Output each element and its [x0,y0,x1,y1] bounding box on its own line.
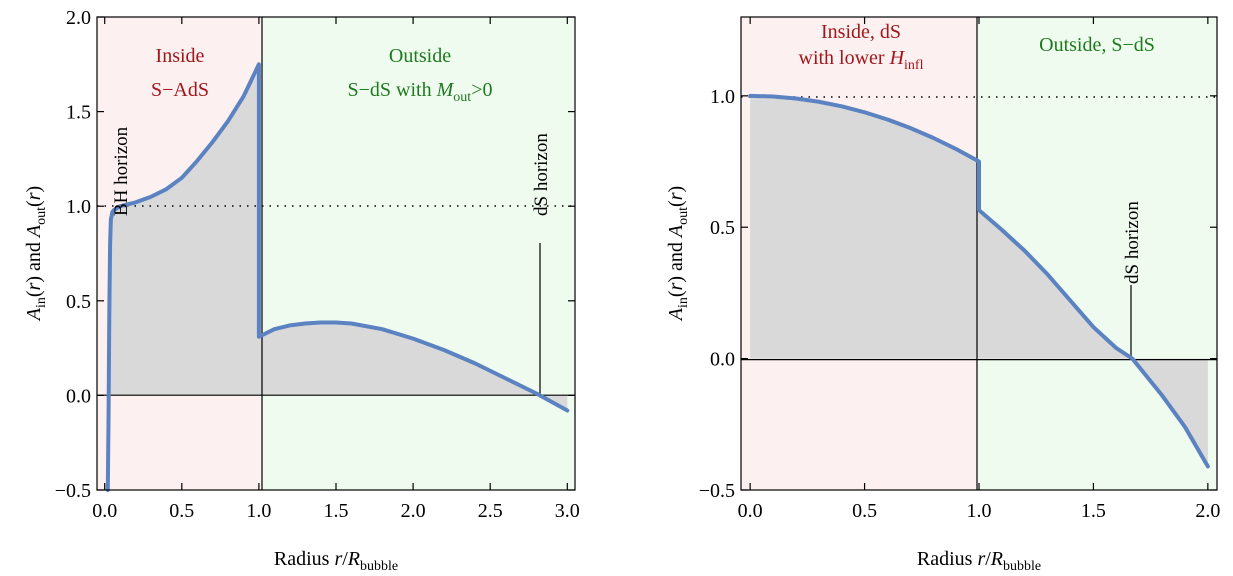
right-xtick-label-0: 0.0 [738,500,763,522]
left-ylabel-e2: ) [23,186,45,193]
left-ylabel-m1: ( [23,290,45,297]
left-xtick-label-0: 0.0 [92,500,117,522]
right-ylabel-r2: r [665,192,687,200]
left-outside-line2-var: M [436,79,455,101]
right-inside-line2-pre: with lower [799,47,890,69]
left-ylabel-r1: r [23,282,45,290]
left-outside-line2-post: >0 [471,79,492,101]
left-outside-label: Outside S−dS with Mout>0 [348,45,493,105]
left-x-axis-label: Radius r/Rbubble [274,548,398,574]
right-ylabel-a1: A [665,307,687,322]
right-panel: Inside, dS with lower Hinfl Outside, S−d… [665,16,1220,574]
left-fill-inside [107,64,259,491]
left-y-axis-label: Ain(r) and Aout(r) [23,186,49,322]
left-outside-line1: Outside [389,45,451,67]
right-xtick-label-4: 2.0 [1195,500,1220,522]
left-ytick-label-4: 1.5 [66,102,91,124]
left-outside-line2-pre: S−dS with [348,79,437,101]
left-bh-horizon-label: BH horizon [111,126,132,216]
right-ylabel-s2: out [676,207,691,225]
right-xtick-label-1: 0.5 [852,500,877,522]
left-ytick-label-0: −0.5 [55,480,91,502]
left-inside-label: Inside S−AdS [151,45,209,101]
right-inside-line1: Inside, dS [821,21,901,43]
right-fill-inside [750,95,979,359]
left-xtick-label-3: 1.5 [324,500,349,522]
left-ytick-label-5: 2.0 [66,7,91,29]
left-ylabel-a2: A [23,224,45,239]
left-xtick-label-6: 3.0 [555,500,580,522]
left-ylabel-a1: A [23,307,45,322]
right-xlabel-var2: R [990,548,1003,570]
right-inside-label: Inside, dS with lower Hinfl [799,21,924,73]
left-ylabel-s1: in [34,297,49,308]
right-ylabel-m2: ( [665,200,687,207]
right-ytick-label-3: 1.0 [710,86,735,108]
left-ylabel-s2: out [34,207,49,225]
right-inside-line2-var: H [889,47,906,69]
right-inside-line2: with lower Hinfl [799,47,924,73]
left-xlabel-var: r [334,548,342,570]
left-outside-line2-sub: out [453,90,471,105]
right-xlabel-var: r [977,548,985,570]
left-xtick-label-5: 2.5 [478,500,503,522]
right-ylabel-r1: r [665,282,687,290]
right-ytick-label-2: 0.5 [710,217,735,239]
left-xtick-label-1: 0.5 [169,500,194,522]
right-curve-group [748,93,1210,469]
right-xtick-label-2: 1.0 [967,500,992,522]
left-ylabel-m2: ( [23,200,45,207]
left-ds-horizon-label: dS horizon [531,133,552,216]
right-xlabel-slash: / [985,548,991,570]
left-inside-line2: S−AdS [151,79,209,101]
right-y-axis-label: Ain(r) and Aout(r) [665,186,691,322]
left-ytick-label-3: 1.0 [66,196,91,218]
left-ytick-label-1: 0.0 [66,385,91,407]
right-ylabel-e2: ) [665,186,687,193]
left-curve-group [105,62,570,492]
right-xlabel-sub: bubble [1003,559,1041,574]
left-ylabel-r2: r [23,192,45,200]
right-x-axis-label: Radius r/Rbubble [917,548,1041,574]
right-inside-line2-sub: infl [904,58,924,73]
right-ylabel-s1: in [676,297,691,308]
left-panel: Inside S−AdS Outside S−dS with Mout>0 BH… [23,7,580,574]
left-ylabel-e1: ) and [23,237,45,283]
left-ytick-label-2: 0.5 [66,291,91,313]
left-outside-region [262,17,575,490]
right-ytick-label-0: −0.5 [699,480,735,502]
left-outside-line2: S−dS with Mout>0 [348,79,493,105]
left-series-line [105,62,570,492]
left-xlabel-sub: bubble [360,559,398,574]
left-xlabel-pre: Radius [274,548,335,570]
left-xtick-label-4: 2.0 [401,500,426,522]
left-xlabel-var2: R [347,548,360,570]
right-ylabel-a2: A [665,224,687,239]
right-series-line [748,93,1210,469]
right-fill-outside [979,210,1208,467]
left-fill-group [107,64,568,491]
right-axis-ticks: 0.0 0.5 1.0 1.5 2.0−0.50.00.51.0 [699,17,1220,522]
right-ytick-label-1: 0.0 [710,349,735,371]
right-ylabel-e1: ) and [665,237,687,283]
right-xtick-label-3: 1.5 [1081,500,1106,522]
right-ylabel-m1: ( [665,290,687,297]
right-fill-group [750,95,1208,467]
left-xlabel-slash: / [342,548,348,570]
right-ds-horizon-label: dS horizon [1122,201,1143,284]
right-xlabel-pre: Radius [917,548,978,570]
left-inside-line1: Inside [156,45,205,67]
left-fill-outside [258,322,568,411]
left-axis-ticks: 0.0 0.5 1.0 1.5 2.0 2.5 3.0−0.50.00.51.01.52.0 [55,7,580,522]
left-xtick-label-2: 1.0 [246,500,271,522]
right-outside-line1: Outside, S−dS [1039,34,1155,56]
